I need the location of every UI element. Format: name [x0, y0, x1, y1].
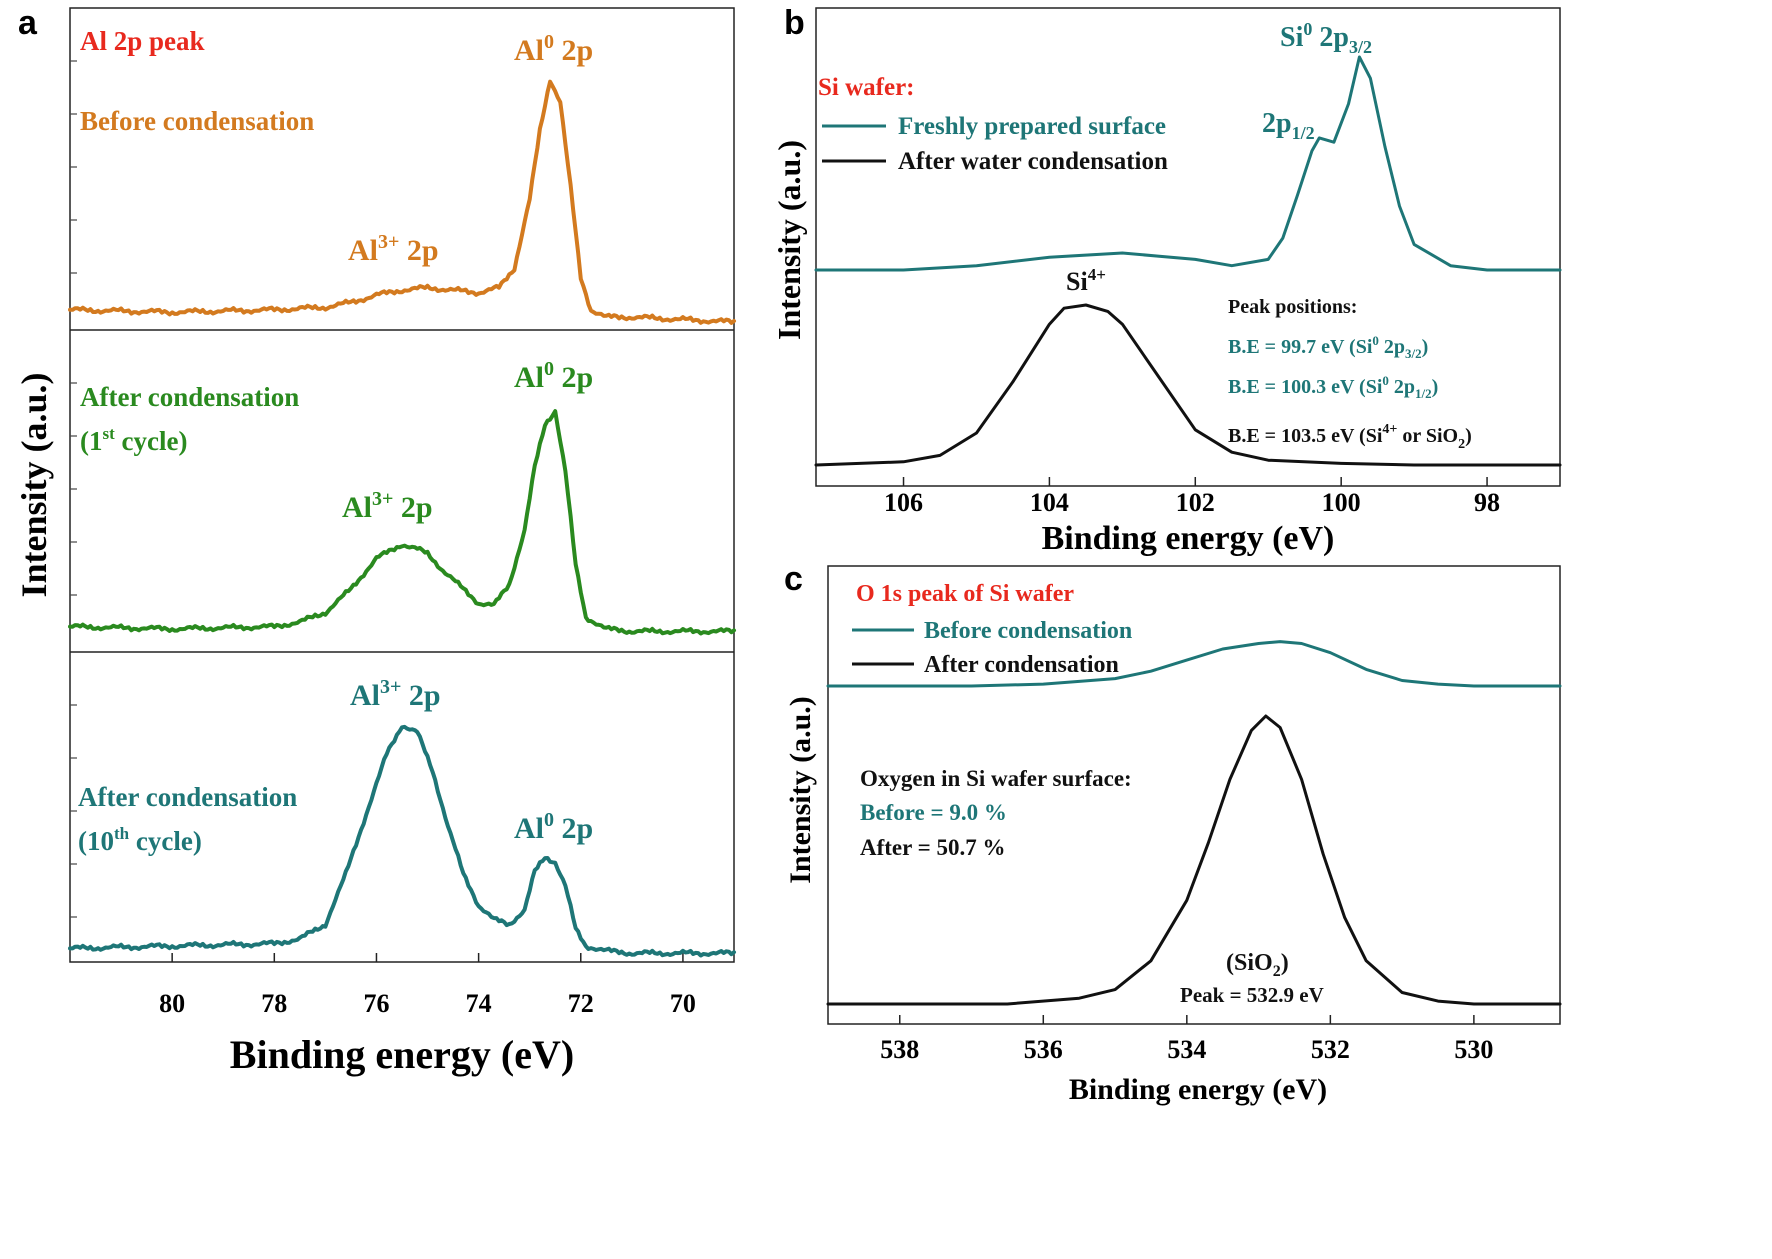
series-line-b-after — [814, 303, 1562, 467]
x-tick-label: 80 — [159, 989, 185, 1018]
peak-position-line1: B.E = 99.7 eV (Si0 2p3/2) — [1228, 333, 1428, 361]
series-group-a — [68, 79, 736, 958]
x-tick-label: 100 — [1322, 488, 1361, 517]
legend-b-fresh: Freshly prepared surface — [898, 113, 1166, 140]
x-axis-ticks-a: 80 78 76 74 72 70 — [159, 953, 696, 1018]
panel-c: 538 536 534 532 530 Intensity (a.u.) Binding… — [784, 565, 1562, 1106]
peak-label-a2-oxide: Al3+ 2p — [342, 488, 433, 524]
series-line-b-fresh — [814, 55, 1562, 272]
peak-label-a1-metal: Al0 2p — [514, 31, 593, 67]
title-a: Al 2p peak — [80, 26, 205, 56]
x-tick-label: 98 — [1474, 488, 1500, 517]
series-line-c-after — [826, 714, 1562, 1006]
x-tick-label: 534 — [1167, 1035, 1206, 1064]
peak-label-a3-oxide: Al3+ 2p — [350, 676, 441, 712]
peak-label-si0: Si0 2p3/2 — [1280, 19, 1372, 57]
x-tick-label: 538 — [880, 1035, 919, 1064]
legend-b-after: After water condensation — [898, 148, 1168, 175]
panel-label-b: b — [784, 4, 805, 42]
peak-positions-title: Peak positions: — [1228, 296, 1357, 318]
legend-a3-line1: After condensation — [78, 782, 297, 812]
y-axis-label-a: Intensity (a.u.) — [14, 372, 54, 597]
oxygen-before: Before = 9.0 % — [860, 800, 1007, 825]
panel-b-frame — [815, 7, 1561, 487]
peak-position-line2: B.E = 100.3 eV (Si0 2p1/2) — [1228, 373, 1438, 401]
x-tick-label: 106 — [884, 488, 923, 517]
panel-b: 106 104 102 100 98 Intensity (a.u.) Binding … — [771, 7, 1562, 557]
legend-a2-line1: After condensation — [80, 382, 299, 412]
oxygen-after: After = 50.7 % — [860, 835, 1006, 860]
oxygen-title: Oxygen in Si wafer surface: — [860, 766, 1132, 791]
x-tick-label: 76 — [363, 989, 389, 1018]
x-axis-label-c: Binding energy (eV) — [1069, 1073, 1327, 1106]
legend-title-b: Si wafer: — [818, 74, 915, 101]
x-tick-label: 70 — [670, 989, 696, 1018]
legend-c-before: Before condensation — [924, 618, 1132, 644]
legend-title-c: O 1s peak of Si wafer — [856, 581, 1074, 607]
series-line-a2 — [68, 409, 736, 636]
series-group-c — [826, 640, 1562, 1006]
panel-a-frame — [69, 7, 735, 963]
series-line-a3 — [68, 724, 736, 958]
sio2-label: (SiO2) — [1226, 950, 1289, 980]
peak-label-si4: Si4+ — [1066, 265, 1106, 296]
peak-label-a3-metal: Al0 2p — [514, 809, 593, 845]
x-tick-label: 536 — [1024, 1035, 1063, 1064]
x-tick-label: 104 — [1030, 488, 1069, 517]
peak-label-2p12: 2p1/2 — [1262, 108, 1315, 143]
peak-position-line3: B.E = 103.5 eV (Si4+ or SiO2) — [1228, 422, 1472, 452]
series-line-c-before — [826, 640, 1562, 688]
series-group-b — [814, 55, 1562, 467]
legend-c-after: After condensation — [924, 652, 1119, 678]
x-tick-label: 532 — [1311, 1035, 1350, 1064]
peak-label-a1-oxide: Al3+ 2p — [348, 231, 439, 267]
panel-c-frame — [827, 565, 1561, 1025]
legend-a1: Before condensation — [80, 106, 314, 136]
panel-label-c: c — [784, 560, 803, 598]
series-line-a1 — [68, 79, 736, 325]
y-axis-label-c: Intensity (a.u.) — [784, 696, 817, 884]
x-axis-ticks-b: 106 104 102 100 98 — [884, 477, 1500, 517]
y-axis-label-b: Intensity (a.u.) — [771, 140, 807, 340]
x-tick-label: 72 — [568, 989, 594, 1018]
x-axis-label-b: Binding energy (eV) — [1042, 520, 1335, 557]
legend-a3-line2: (10th cycle) — [78, 824, 202, 856]
x-axis-label-a: Binding energy (eV) — [230, 1032, 574, 1077]
panel-label-a: a — [18, 4, 38, 42]
x-tick-label: 530 — [1454, 1035, 1493, 1064]
legend-a2-line2: (1st cycle) — [80, 424, 187, 456]
peak-label-c: Peak = 532.9 eV — [1180, 983, 1324, 1007]
peak-label-a2-metal: Al0 2p — [514, 358, 593, 394]
x-tick-label: 74 — [466, 989, 492, 1018]
x-tick-label: 102 — [1176, 488, 1215, 517]
x-axis-ticks-c: 538 536 534 532 530 — [880, 1015, 1493, 1064]
x-tick-label: 78 — [261, 989, 287, 1018]
panel-a: 80 78 76 74 72 70 Intensity (a.u.) Binding en… — [14, 7, 736, 1077]
y-ticks-a — [70, 60, 77, 918]
